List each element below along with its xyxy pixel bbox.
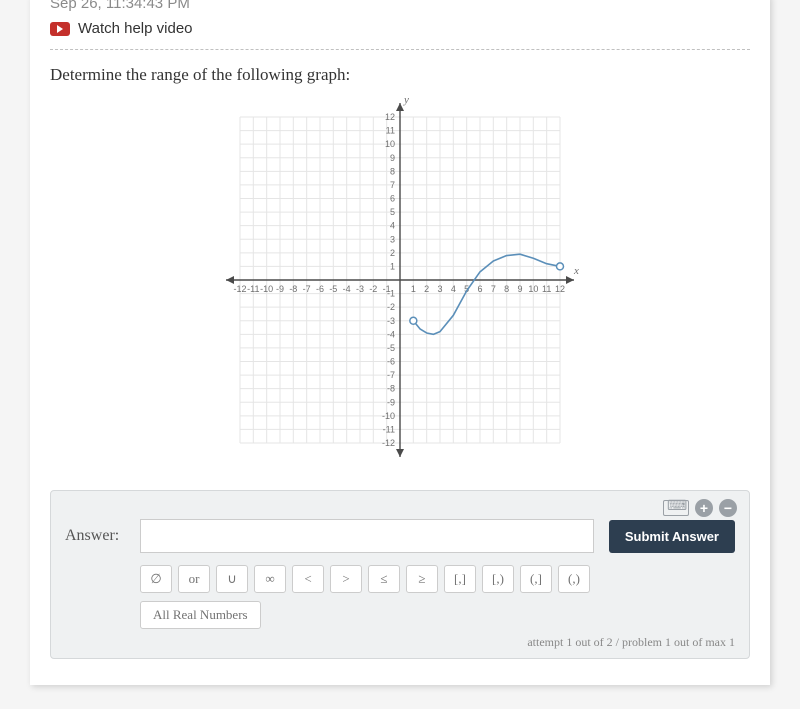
- svg-text:-1: -1: [387, 289, 395, 299]
- svg-text:-7: -7: [303, 284, 311, 294]
- svg-text:-12: -12: [233, 284, 246, 294]
- keyboard-icon[interactable]: [663, 500, 689, 516]
- symbol-button-row: ∅or∪∞<>≤≥[,][,)(,](,): [140, 565, 735, 593]
- symbol-button-11[interactable]: (,): [558, 565, 590, 593]
- answer-label: Answer:: [65, 527, 125, 545]
- svg-text:6: 6: [477, 284, 482, 294]
- svg-text:3: 3: [390, 234, 395, 244]
- symbol-button-5[interactable]: >: [330, 565, 362, 593]
- svg-text:y: y: [403, 95, 409, 106]
- svg-text:12: 12: [385, 112, 395, 122]
- svg-text:-6: -6: [387, 357, 395, 367]
- graph-plot: -12-11-10-9-8-7-6-5-4-3-2-11234567891011…: [220, 95, 580, 465]
- svg-text:-3: -3: [356, 284, 364, 294]
- svg-text:7: 7: [390, 180, 395, 190]
- svg-text:5: 5: [390, 207, 395, 217]
- page-root: Sep 26, 11:34:43 PM Watch help video Det…: [0, 0, 800, 709]
- help-video-label: Watch help video: [78, 20, 193, 37]
- svg-text:-7: -7: [387, 370, 395, 380]
- symbol-button-7[interactable]: ≥: [406, 565, 438, 593]
- symbol-button-8[interactable]: [,]: [444, 565, 476, 593]
- svg-text:11: 11: [542, 284, 551, 294]
- svg-text:9: 9: [390, 153, 395, 163]
- svg-text:-12: -12: [382, 438, 395, 448]
- answer-row: Answer: Submit Answer: [65, 519, 735, 553]
- svg-text:7: 7: [491, 284, 496, 294]
- symbol-button-3[interactable]: ∞: [254, 565, 286, 593]
- svg-text:2: 2: [390, 248, 395, 258]
- svg-text:-5: -5: [329, 284, 337, 294]
- answer-input[interactable]: [140, 519, 594, 553]
- all-real-numbers-button[interactable]: All Real Numbers: [140, 601, 261, 629]
- panel-icon-row: + −: [663, 499, 737, 517]
- svg-text:-11: -11: [383, 424, 395, 434]
- svg-text:1: 1: [390, 261, 395, 271]
- answer-panel: + − Answer: Submit Answer ∅or∪∞<>≤≥[,][,…: [50, 490, 750, 659]
- svg-text:-4: -4: [387, 329, 395, 339]
- youtube-icon: [50, 22, 70, 36]
- symbol-button-4[interactable]: <: [292, 565, 324, 593]
- svg-text:-8: -8: [289, 284, 297, 294]
- question-prompt: Determine the range of the following gra…: [50, 65, 750, 85]
- svg-text:-11: -11: [247, 284, 259, 294]
- svg-text:-9: -9: [276, 284, 284, 294]
- attempt-status-text: attempt 1 out of 2 / problem 1 out of ma…: [65, 635, 735, 650]
- content-card: Sep 26, 11:34:43 PM Watch help video Det…: [30, 0, 770, 685]
- svg-text:10: 10: [528, 284, 538, 294]
- svg-text:8: 8: [504, 284, 509, 294]
- symbol-button-10[interactable]: (,]: [520, 565, 552, 593]
- svg-text:-6: -6: [316, 284, 324, 294]
- svg-text:12: 12: [555, 284, 565, 294]
- svg-text:x: x: [573, 265, 579, 277]
- svg-text:-10: -10: [382, 411, 395, 421]
- watch-help-video-link[interactable]: Watch help video: [50, 20, 750, 37]
- symbol-button-9[interactable]: [,): [482, 565, 514, 593]
- zoom-out-icon[interactable]: −: [719, 499, 737, 517]
- svg-text:2: 2: [424, 284, 429, 294]
- svg-text:1: 1: [411, 284, 416, 294]
- svg-text:-5: -5: [387, 343, 395, 353]
- symbol-button-1[interactable]: or: [178, 565, 210, 593]
- submit-answer-button[interactable]: Submit Answer: [609, 520, 735, 553]
- svg-text:6: 6: [390, 194, 395, 204]
- symbol-button-2[interactable]: ∪: [216, 565, 248, 593]
- symbol-button-6[interactable]: ≤: [368, 565, 400, 593]
- svg-text:8: 8: [390, 166, 395, 176]
- symbol-button-0[interactable]: ∅: [140, 565, 172, 593]
- svg-text:-4: -4: [343, 284, 351, 294]
- svg-text:-10: -10: [260, 284, 273, 294]
- svg-text:-2: -2: [369, 284, 377, 294]
- divider: [50, 49, 750, 50]
- svg-text:-3: -3: [387, 316, 395, 326]
- all-real-row: All Real Numbers: [140, 601, 735, 629]
- zoom-in-icon[interactable]: +: [695, 499, 713, 517]
- svg-text:4: 4: [451, 284, 456, 294]
- svg-text:9: 9: [517, 284, 522, 294]
- svg-text:-9: -9: [387, 397, 395, 407]
- svg-text:11: 11: [386, 126, 395, 136]
- svg-text:3: 3: [437, 284, 442, 294]
- timestamp-text: Sep 26, 11:34:43 PM: [50, 0, 750, 12]
- svg-text:-8: -8: [387, 384, 395, 394]
- svg-text:-2: -2: [387, 302, 395, 312]
- graph-container: -12-11-10-9-8-7-6-5-4-3-2-11234567891011…: [50, 95, 750, 465]
- svg-text:10: 10: [385, 139, 395, 149]
- svg-text:4: 4: [390, 221, 395, 231]
